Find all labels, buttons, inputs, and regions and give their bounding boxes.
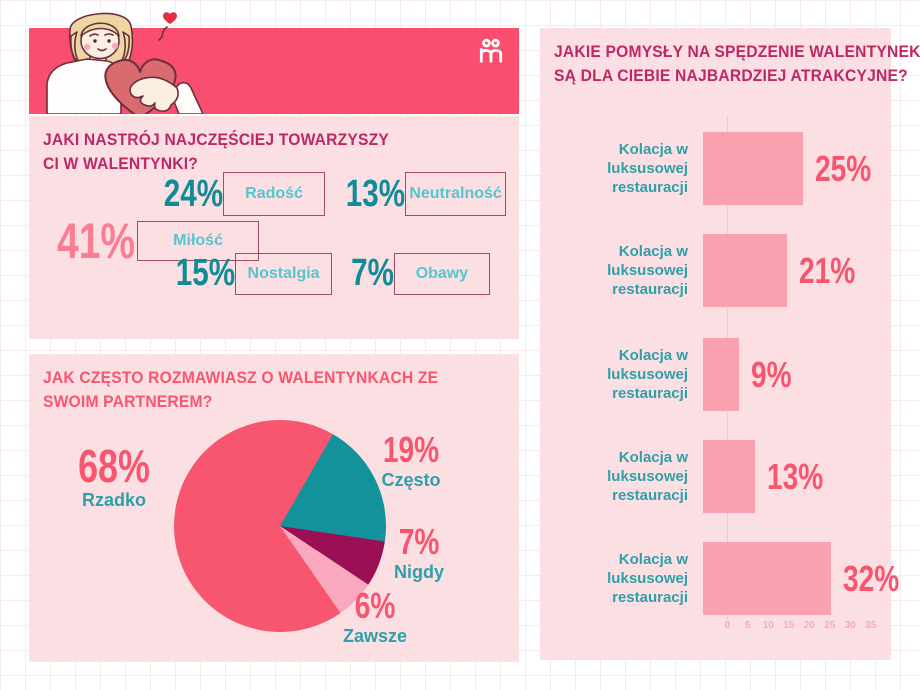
stat-obawy: 7% Obawy xyxy=(339,252,490,295)
bar-row: Kolacja w luksusowej restauracji 21% xyxy=(540,234,891,307)
frequency-section: JAK CZĘSTO ROZMAWIASZ O WALENTYNKACH ZE … xyxy=(29,354,519,662)
pie-label-nigdy: 7% Nigdy xyxy=(393,521,444,583)
stat-value: 24% xyxy=(163,172,224,215)
mood-section-title: JAKI NASTRÓJ NAJCZĘŚCIEJ TOWARZYSZY CI W… xyxy=(43,130,389,173)
stat-label: Miłość xyxy=(173,232,223,249)
bar-row: Kolacja w luksusowej restauracji 32% xyxy=(540,542,899,615)
stat-label-box: Nostalgia xyxy=(235,252,333,295)
pie-label-rzadko: 68% Rzadko xyxy=(78,440,150,510)
stat-value: 7% xyxy=(351,252,394,294)
bar-row: Kolacja w luksusowej restauracji 9% xyxy=(540,338,891,411)
header-banner xyxy=(29,12,519,114)
stat-label: Nostalgia xyxy=(247,264,320,282)
stat-label-box: Neutralność xyxy=(405,172,507,216)
stat-label-box: Miłość xyxy=(137,221,260,261)
stat-label-box: Obawy xyxy=(393,252,490,295)
mood-section: JAKI NASTRÓJ NAJCZĘŚCIEJ TOWARZYSZY CI W… xyxy=(29,116,519,339)
stat-value: 41% xyxy=(57,213,136,269)
bar xyxy=(703,338,739,411)
stat-label: Radość xyxy=(245,185,303,202)
bar-row: Kolacja w luksusowej restauracji 25% xyxy=(540,132,891,205)
bar-row: Kolacja w luksusowej restauracji 13% xyxy=(540,440,891,513)
stat-value: 15% xyxy=(175,252,236,294)
frequency-pie-chart xyxy=(174,420,386,632)
stat-label-box: Radość xyxy=(223,172,326,216)
stat-radosc: 24% Radość xyxy=(147,172,326,216)
ideas-section-title: JAKIE POMYSŁY NA SPĘDZENIE WALENTYNEK SĄ… xyxy=(554,42,920,85)
frequency-section-title: JAK CZĘSTO ROZMAWIASZ O WALENTYNKACH ZE … xyxy=(43,368,439,411)
stat-neutralnosc: 13% Neutralność xyxy=(329,172,507,216)
bar xyxy=(703,234,787,307)
woman-holding-heart-illustration xyxy=(46,12,203,114)
stat-milosc: 41% Miłość xyxy=(35,212,260,270)
stat-label: Neutralność xyxy=(409,185,502,202)
bar xyxy=(703,440,755,513)
bar xyxy=(703,132,803,205)
bar xyxy=(703,542,831,615)
ideas-section: JAKIE POMYSŁY NA SPĘDZENIE WALENTYNEK SĄ… xyxy=(540,28,920,660)
pie-label-zawsze: 6% Zawsze xyxy=(342,585,408,647)
stat-value: 13% xyxy=(345,172,406,215)
stat-nostalgia: 15% Nostalgia xyxy=(159,252,333,295)
pie-label-czesto: 19% Często xyxy=(381,429,441,491)
brand-logo-icon xyxy=(479,38,503,63)
stat-label: Obawy xyxy=(415,264,469,282)
small-heart-icon xyxy=(163,12,177,24)
x-axis-ticks: 0 5 10 15 20 25 30 35 xyxy=(724,620,877,631)
